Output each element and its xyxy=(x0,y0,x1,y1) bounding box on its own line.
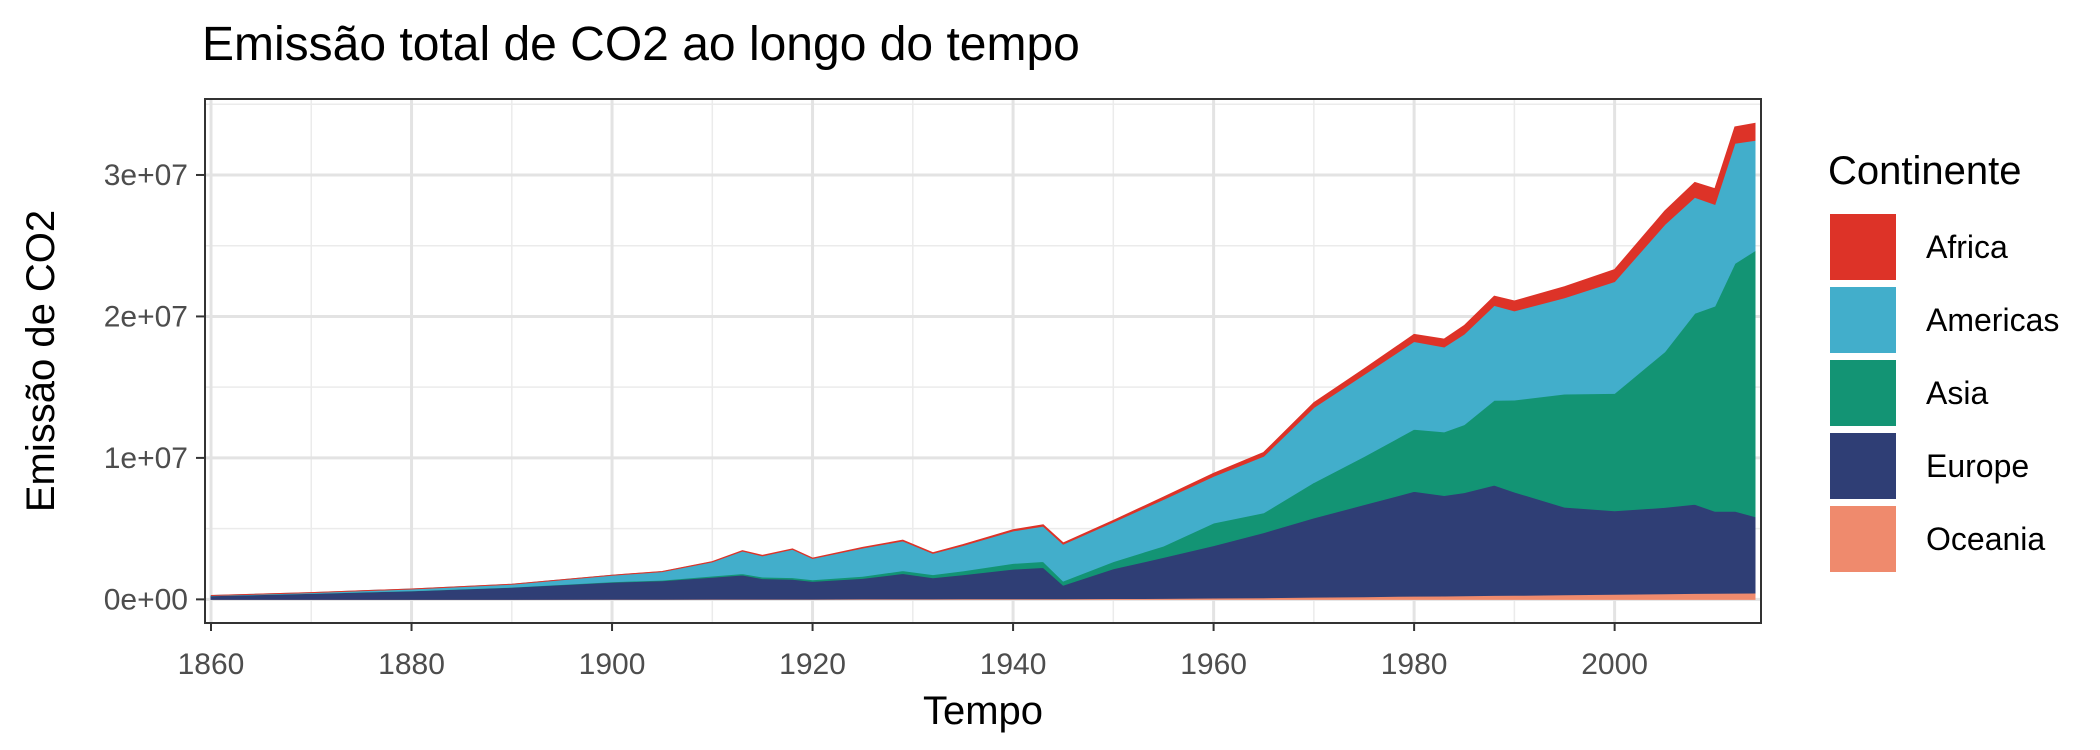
legend: Continente Africa Americas Asia Europe Ocean… xyxy=(1828,149,2059,572)
y-tick-label: 3e+07 xyxy=(104,159,188,192)
x-tick-label: 1880 xyxy=(378,648,445,681)
legend-label-europe: Europe xyxy=(1926,448,2029,484)
legend-label-americas: Americas xyxy=(1926,302,2059,338)
y-tick-label: 2e+07 xyxy=(104,300,188,333)
x-tick-label: 1940 xyxy=(980,648,1047,681)
legend-swatch-europe xyxy=(1830,433,1896,499)
x-tick-label: 1920 xyxy=(779,648,846,681)
area-africa xyxy=(210,122,1756,596)
legend-label-africa: Africa xyxy=(1926,229,2008,265)
x-tick-label: 1900 xyxy=(579,648,646,681)
y-tick-label: 0e+00 xyxy=(104,583,188,616)
plot-panel-border xyxy=(204,98,1762,624)
x-axis: 1860 1880 1900 1920 1940 1960 1980 2000 xyxy=(178,623,1648,681)
legend-label-oceania: Oceania xyxy=(1926,521,2045,557)
stacked-areas xyxy=(210,122,1756,600)
legend-label-asia: Asia xyxy=(1926,375,1988,411)
x-tick-label: 1860 xyxy=(178,648,245,681)
y-axis-title: Emissão de CO2 xyxy=(19,210,63,512)
x-axis-title: Tempo xyxy=(923,689,1043,733)
y-axis: 0e+00 1e+07 2e+07 3e+07 xyxy=(104,159,205,616)
legend-swatch-africa xyxy=(1830,214,1896,280)
x-tick-label: 2000 xyxy=(1581,648,1648,681)
legend-swatch-americas xyxy=(1830,287,1896,353)
x-tick-label: 1980 xyxy=(1381,648,1448,681)
chart-title: Emissão total de CO2 ao longo do tempo xyxy=(202,18,1080,71)
legend-title: Continente xyxy=(1828,149,2021,193)
x-tick-label: 1960 xyxy=(1180,648,1247,681)
legend-swatch-oceania xyxy=(1830,506,1896,572)
legend-swatch-asia xyxy=(1830,360,1896,426)
y-tick-label: 1e+07 xyxy=(104,442,188,475)
